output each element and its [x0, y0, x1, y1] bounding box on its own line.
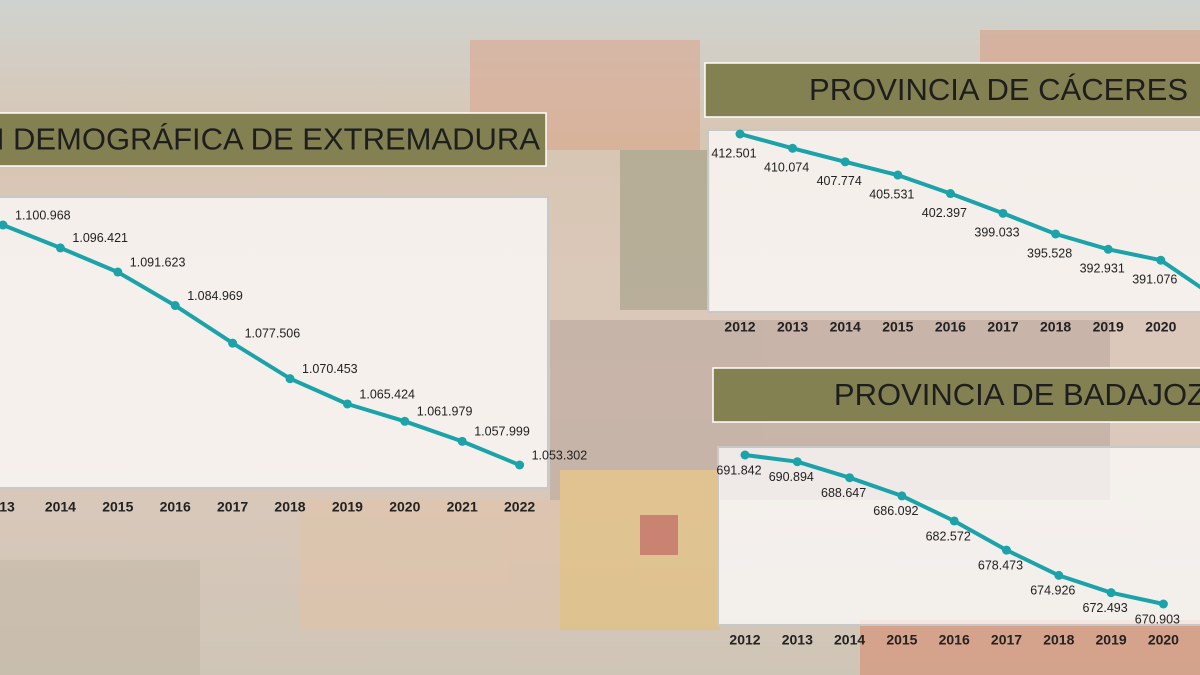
title-bar: [0, 112, 547, 167]
point: [1106, 588, 1116, 598]
value-label: 1.084.969: [187, 289, 243, 303]
value-label: 402.397: [922, 206, 967, 220]
x-tick-label: 2021: [447, 499, 478, 515]
x-tick-label: 2012: [729, 632, 760, 648]
x-tick-label: 2017: [217, 499, 248, 515]
chart: UCIÓN DEMOGRÁFICA DE EXTREMADURA 13 2014 20…: [0, 112, 588, 515]
point: [457, 436, 467, 446]
x-tick-label: 2013: [782, 632, 813, 648]
value-label: 1.053.302: [532, 448, 588, 462]
value-label: 407.774: [817, 174, 862, 188]
point: [893, 170, 903, 180]
x-tick-label: 2012: [724, 319, 755, 335]
point: [228, 338, 238, 348]
point: [735, 129, 745, 139]
point: [113, 267, 123, 277]
value-label: 688.647: [821, 486, 866, 500]
x-tick-label: 2014: [45, 499, 76, 515]
line: [2, 223, 521, 467]
point: [1156, 255, 1166, 265]
point: [897, 491, 907, 501]
value-label: 405.531: [869, 187, 914, 201]
x-tick-label: 2019: [1096, 632, 1127, 648]
point: [515, 460, 525, 470]
value-label: 1.096.421: [72, 231, 128, 245]
value-label: 412.501: [711, 146, 756, 160]
x-tick-label: 2015: [102, 499, 133, 515]
point: [342, 399, 352, 409]
x-tick-label: 2019: [332, 499, 363, 515]
x-tick-label: 2018: [1043, 632, 1074, 648]
line: [739, 132, 1200, 290]
x-tick-label: 2020: [1145, 319, 1176, 335]
chart-title: UCIÓN DEMOGRÁFICA DE EXTREMADURA: [0, 122, 540, 157]
point: [840, 157, 850, 167]
point: [1103, 244, 1113, 254]
point: [55, 243, 65, 253]
value-label: 682.572: [926, 529, 971, 543]
value-label: 672.493: [1083, 601, 1128, 615]
point: [170, 301, 180, 311]
point: [1002, 545, 1011, 555]
value-label: 410.074: [764, 161, 809, 175]
value-label: 674.926: [1030, 584, 1075, 598]
x-tick-label: 2019: [1093, 319, 1124, 335]
chart-title: PROVINCIA DE BADAJOZ: [834, 377, 1200, 412]
x-tick-label: 2020: [389, 499, 420, 515]
point: [285, 374, 295, 384]
value-label: 391.076: [1132, 273, 1177, 287]
x-tick-label: 2014: [830, 319, 861, 335]
value-label: 399.033: [974, 226, 1019, 240]
chart: PROVINCIA DE BADAJOZ 2012 2013 2014 2015 2016…: [712, 367, 1200, 648]
x-tick-label: 2018: [1040, 319, 1071, 335]
value-label: 670.903: [1135, 612, 1180, 626]
x-tick-label: 2015: [886, 632, 917, 648]
point: [998, 208, 1008, 218]
plot-area: [707, 129, 1200, 313]
value-label: 1.070.453: [302, 362, 358, 376]
x-tick-label: 2017: [987, 319, 1018, 335]
point: [788, 143, 798, 153]
value-label: 686.092: [873, 504, 918, 518]
x-tick-label: 2018: [274, 499, 305, 515]
charts: UCIÓN DEMOGRÁFICA DE EXTREMADURA 13 2014 20…: [0, 62, 1200, 648]
x-tick-label: 2020: [1148, 632, 1179, 648]
title-bar: [712, 367, 1200, 423]
point: [792, 457, 802, 467]
point: [1051, 229, 1061, 239]
value-label: 1.077.506: [245, 326, 301, 340]
x-tick-label: 13: [0, 499, 15, 515]
value-label: 1.091.623: [130, 255, 186, 269]
x-tick-label: 2016: [160, 499, 191, 515]
chart: PROVINCIA DE CÁCERES 2012 2013 2014 2015 2016…: [704, 62, 1200, 335]
point: [945, 189, 955, 199]
point: [740, 450, 750, 460]
point: [1054, 570, 1064, 580]
point: [1158, 599, 1168, 609]
value-label: 1.100.968: [15, 208, 71, 222]
x-tick-label: 2013: [777, 319, 808, 335]
point: [949, 516, 959, 526]
value-label: 690.894: [769, 470, 814, 484]
x-tick-label: 2015: [882, 319, 913, 335]
value-label: 1.065.424: [359, 387, 415, 401]
value-label: 678.473: [978, 558, 1023, 572]
point: [0, 220, 8, 230]
value-label: 392.931: [1080, 262, 1125, 276]
value-label: 395.528: [1027, 246, 1072, 260]
x-tick-label: 2022: [504, 499, 535, 515]
title-bar: [704, 62, 1200, 118]
value-label: 1.057.999: [474, 425, 530, 439]
x-tick-label: 2016: [939, 632, 970, 648]
chart-title: PROVINCIA DE CÁCERES: [809, 72, 1188, 107]
x-tick-label: 2017: [991, 632, 1022, 648]
point: [845, 473, 855, 483]
value-label: 1.061.979: [417, 405, 473, 419]
value-label: 691.842: [716, 463, 761, 477]
x-tick-label: 2014: [834, 632, 865, 648]
point: [400, 416, 410, 426]
x-tick-label: 2016: [935, 319, 966, 335]
